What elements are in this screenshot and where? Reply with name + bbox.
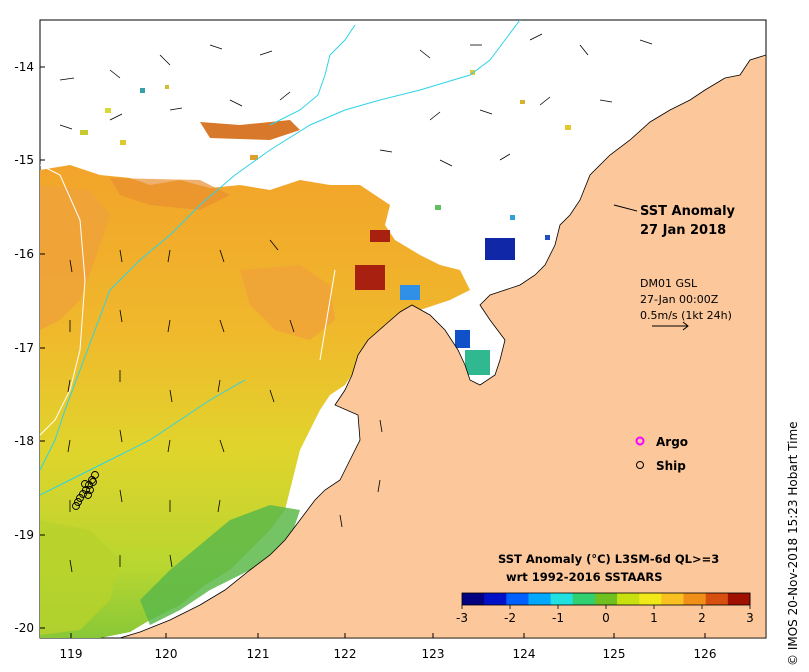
warm-patch <box>40 185 110 330</box>
cold-spot <box>485 238 515 260</box>
cool-spot <box>465 350 490 375</box>
lat-tick-label: -19 <box>14 528 34 542</box>
colorbar-tick-label: -1 <box>552 611 564 625</box>
colorbar-tick-label: 3 <box>746 611 754 625</box>
current-vectors <box>59 33 653 573</box>
colorbar-tick-label: 0 <box>602 611 610 625</box>
isobath-line <box>40 379 246 496</box>
title-pointer <box>613 204 638 212</box>
colorbar-ticks <box>461 605 751 609</box>
warm-patch <box>110 178 230 210</box>
lon-tick-label: 119 <box>60 647 83 661</box>
colorbar-segment <box>594 593 618 605</box>
ship-marker <box>636 461 644 469</box>
isobath-line <box>40 164 86 436</box>
colorbar-tick-label: -3 <box>456 611 468 625</box>
scale-arrow <box>652 321 689 331</box>
colorbar-segment <box>506 593 529 605</box>
colorbar-title: SST Anomaly (°C) L3SM-6d QL>=3 <box>498 552 719 566</box>
y-axis <box>40 66 45 629</box>
map-date: 27 Jan 2018 <box>640 223 726 238</box>
colorbar-segment <box>617 593 640 605</box>
colorbar-segment <box>572 593 596 605</box>
lon-tick-label: 123 <box>422 647 445 661</box>
current-source: DM01 GSL <box>640 277 698 290</box>
cold-spot <box>455 330 470 348</box>
lat-tick-label: -14 <box>14 60 34 74</box>
cool-patch <box>140 505 300 625</box>
lon-tick-label: 122 <box>334 647 357 661</box>
cool-patch <box>40 520 120 635</box>
land-mass <box>119 54 766 638</box>
argo-label: Argo <box>656 435 688 449</box>
argo-marker <box>635 436 645 446</box>
map-title: SST Anomaly <box>640 204 736 219</box>
ship-track <box>72 471 99 510</box>
cold-spot <box>400 285 420 300</box>
lat-tick-label: -15 <box>14 153 34 167</box>
lon-tick-label: 126 <box>694 647 717 661</box>
colorbar-segment <box>550 593 574 605</box>
colorbar-tick-label: 2 <box>698 611 706 625</box>
lon-tick-label: 120 <box>155 647 178 661</box>
colorbar-segment <box>528 593 552 605</box>
lon-tick-label: 121 <box>247 647 270 661</box>
colorbar-segment <box>462 593 485 605</box>
warm-patch <box>240 265 335 340</box>
ship-label: Ship <box>656 459 686 473</box>
isobath-line <box>319 269 336 361</box>
colorbar-segment <box>705 593 729 605</box>
isobath-line <box>269 24 356 126</box>
colorbar-tick-label: -2 <box>504 611 516 625</box>
credit-text: © IMOS 20-Nov-2018 15:23 Hobart Time <box>786 421 800 666</box>
lon-tick-label: 124 <box>513 647 536 661</box>
colorbar-subtitle: wrt 1992-2016 SSTAARS <box>506 570 663 584</box>
lon-tick-label: 125 <box>603 647 626 661</box>
current-time: 27-Jan 00:00Z <box>640 293 719 306</box>
lat-tick-label: -17 <box>14 341 34 355</box>
colorbar-segment <box>727 593 751 605</box>
warm-patch <box>200 120 300 140</box>
colorbar-segment <box>639 593 662 605</box>
hot-spot <box>355 265 385 290</box>
colorbar <box>462 593 751 605</box>
scattered-pixels <box>80 70 571 240</box>
isobath-line <box>40 20 521 471</box>
x-axis <box>70 633 706 638</box>
hot-spot <box>370 230 390 242</box>
colorbar-tick-label: 1 <box>650 611 658 625</box>
lat-tick-label: -18 <box>14 434 34 448</box>
lat-tick-label: -20 <box>14 621 34 635</box>
colorbar-segment <box>683 593 707 605</box>
colorbar-segment <box>484 593 507 605</box>
current-scale: 0.5m/s (1kt 24h) <box>640 309 732 322</box>
colorbar-segment <box>661 593 685 605</box>
lat-tick-label: -16 <box>14 247 34 261</box>
